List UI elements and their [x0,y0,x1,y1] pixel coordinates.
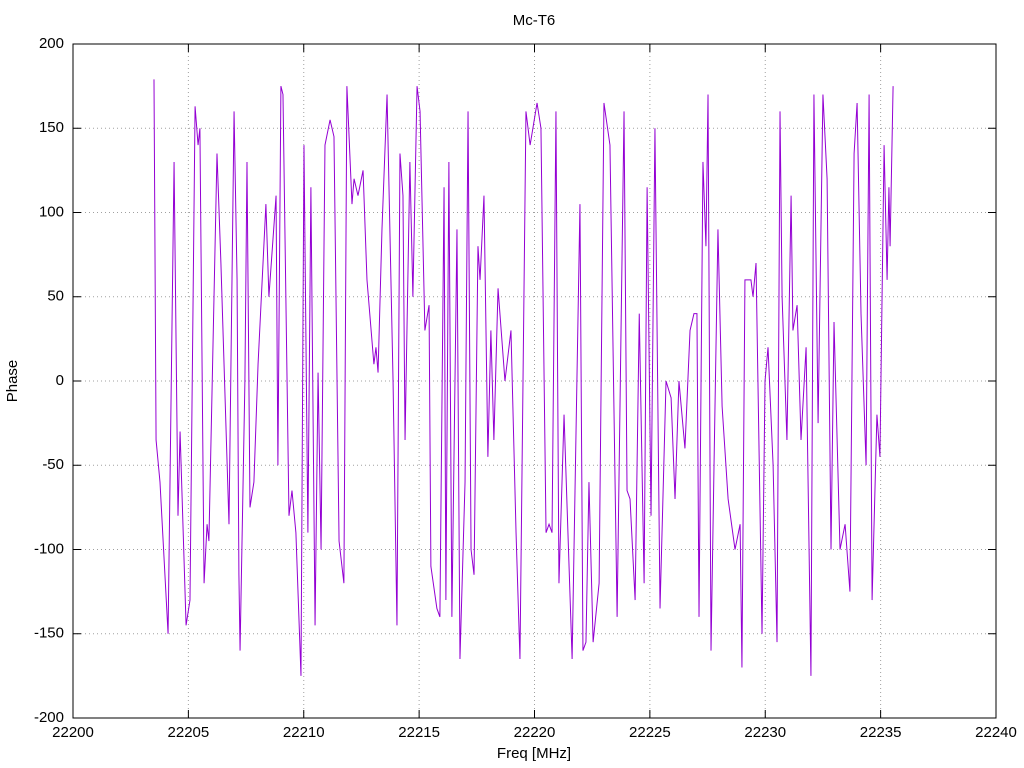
y-tick-label: -50 [42,456,64,473]
x-tick-label: 22240 [975,724,1017,741]
plot-border [72,43,997,719]
x-tick-label: 22220 [514,724,556,741]
y-tick-label: -200 [34,709,64,726]
y-tick-label: 200 [39,35,64,52]
x-axis-label: Freq [MHz] [497,745,571,762]
x-tick-label: 22205 [168,724,210,741]
y-tick-label: -150 [34,625,64,642]
x-tick-label: 22215 [398,724,440,741]
x-tick-label: 22235 [860,724,902,741]
x-tick-label: 22225 [629,724,671,741]
y-tick-label: -100 [34,540,64,557]
data-line [153,79,894,676]
y-axis-label: Phase [4,360,21,403]
y-tick-label: 100 [39,203,64,220]
x-tick-label: 22230 [744,724,786,741]
y-tick-label: 0 [56,372,64,389]
y-tick-label: 150 [39,119,64,136]
x-tick-label: 22200 [52,724,94,741]
chart-title: Mc-T6 [513,12,556,29]
x-tick-label: 22210 [283,724,325,741]
y-tick-label: 50 [47,288,64,305]
